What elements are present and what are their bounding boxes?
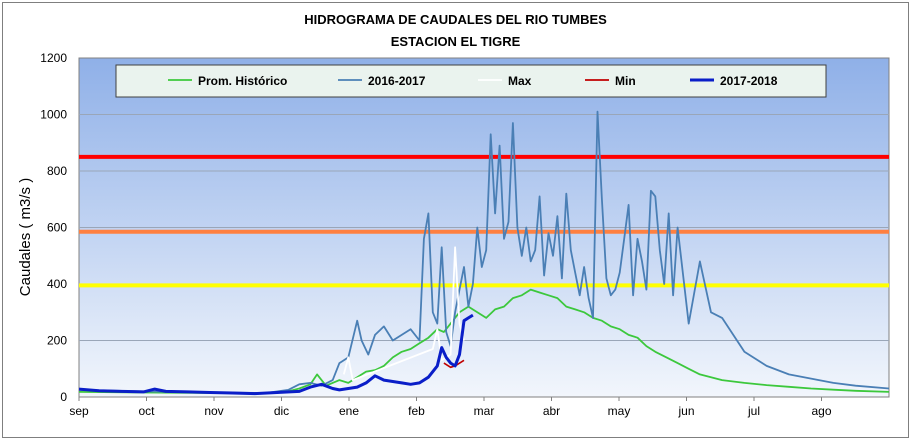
- y-tick-label: 0: [60, 390, 67, 404]
- x-tick-label: may: [608, 404, 631, 418]
- y-tick-label: 400: [47, 277, 67, 291]
- legend: Prom. Histórico 2016-2017 Max Min 2017-2018: [115, 64, 827, 98]
- x-tick-label: jun: [677, 404, 694, 418]
- series-line: [443, 359, 465, 369]
- y-tick-label: 1200: [40, 51, 67, 65]
- legend-label: 2016-2017: [368, 74, 426, 88]
- y-tick-label: 800: [47, 164, 67, 178]
- x-tick-label: mar: [474, 404, 495, 418]
- chart-title: HIDROGRAMA DE CAUDALES DEL RIO TUMBES: [304, 12, 607, 27]
- x-tick-label: jul: [747, 404, 760, 418]
- x-tick-label: ago: [811, 404, 831, 418]
- x-tick-label: abr: [543, 404, 560, 418]
- chart-subtitle: ESTACION EL TIGRE: [390, 34, 521, 49]
- x-tick-label: sep: [69, 404, 89, 418]
- series-line: [79, 313, 474, 396]
- x-tick-label: feb: [408, 404, 425, 418]
- x-tick-label: oct: [138, 404, 155, 418]
- legend-label: Min: [615, 74, 636, 88]
- y-tick-label: 1000: [40, 108, 67, 122]
- series-line: [79, 288, 889, 394]
- y-tick-label: 600: [47, 221, 67, 235]
- x-tick-label: ene: [339, 404, 359, 418]
- x-tick-label: dic: [274, 404, 289, 418]
- x-tick-label: nov: [204, 404, 223, 418]
- y-axis-label: Caudales ( m3/s ): [17, 178, 34, 296]
- x-axis-ticks: sep oct nov dic ene feb mar abr may jun jul ago: [69, 397, 832, 418]
- series-line: [342, 246, 465, 382]
- series-line: [79, 110, 889, 394]
- legend-label: Max: [508, 74, 532, 88]
- legend-label: 2017-2018: [720, 74, 778, 88]
- series-lines: [79, 110, 889, 396]
- y-axis-ticks: 0 200 400 600 800 1000 1200: [40, 51, 67, 404]
- y-tick-label: 200: [47, 334, 67, 348]
- legend-label: Prom. Histórico: [198, 74, 287, 88]
- threshold-lines: [79, 154, 889, 288]
